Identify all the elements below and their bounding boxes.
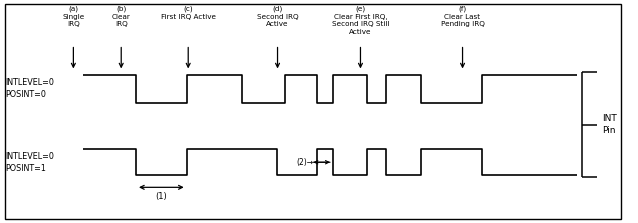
Text: (e)
Clear First IRQ,
Second IRQ Still
Active: (e) Clear First IRQ, Second IRQ Still Ac… (332, 6, 389, 35)
Text: INT
Pin: INT Pin (602, 114, 616, 135)
Text: INTLEVEL=0
POSINT=0: INTLEVEL=0 POSINT=0 (5, 78, 54, 99)
Text: (c)
First IRQ Active: (c) First IRQ Active (161, 6, 216, 20)
Text: (2)→: (2)→ (297, 158, 314, 167)
Text: (d)
Second IRQ
Active: (d) Second IRQ Active (256, 6, 299, 27)
Text: (f)
Clear Last
Pending IRQ: (f) Clear Last Pending IRQ (441, 6, 484, 27)
Text: (b)
Clear
IRQ: (b) Clear IRQ (112, 6, 131, 27)
Text: (1): (1) (156, 192, 167, 201)
Text: INTLEVEL=0
POSINT=1: INTLEVEL=0 POSINT=1 (5, 152, 54, 173)
FancyBboxPatch shape (5, 4, 621, 219)
Text: (a)
Single
IRQ: (a) Single IRQ (63, 6, 84, 27)
